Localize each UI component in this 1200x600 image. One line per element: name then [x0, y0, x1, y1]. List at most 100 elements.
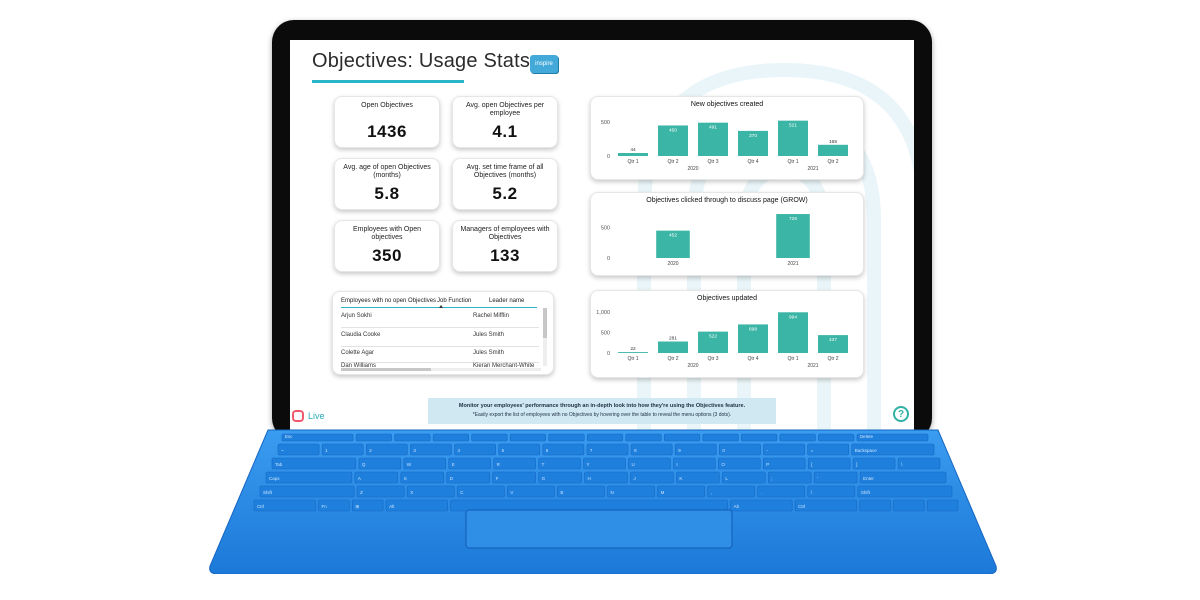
keyboard-key[interactable] [358, 457, 402, 470]
keyboard-key[interactable] [498, 443, 541, 456]
keyboard-key[interactable] [400, 471, 445, 484]
keyboard-key[interactable] [265, 471, 353, 484]
keyboard-key[interactable] [762, 457, 806, 470]
keyboard-key[interactable] [432, 433, 469, 442]
keyboard-key[interactable] [352, 499, 384, 512]
keyboard-key[interactable] [730, 499, 793, 512]
keyboard-key[interactable] [557, 485, 605, 498]
keyboard-key[interactable] [722, 471, 766, 484]
keyboard-key[interactable] [807, 485, 856, 498]
horizontal-scrollbar[interactable] [341, 368, 541, 371]
keyboard-key[interactable] [450, 499, 728, 512]
keyboard-key[interactable] [673, 457, 716, 470]
keyboard-key[interactable] [779, 433, 816, 442]
keyboard-key[interactable] [493, 457, 536, 470]
keyboard-key[interactable] [385, 499, 448, 512]
keyboard-key[interactable] [757, 485, 806, 498]
table-header-employee[interactable]: Employees with no open Objectives [341, 298, 437, 304]
keyboard-key[interactable] [583, 457, 626, 470]
keyboard-key[interactable] [852, 457, 896, 470]
keyboard-key[interactable] [410, 443, 452, 456]
employees-table[interactable]: Employees with no open Objectives Job Fu… [332, 291, 554, 375]
scrollbar-thumb[interactable] [543, 308, 547, 338]
help-icon[interactable]: ? [893, 406, 909, 422]
keyboard-key[interactable] [857, 485, 953, 498]
keyboard-key[interactable] [628, 457, 671, 470]
keyboard-key[interactable] [365, 443, 408, 456]
scrollbar-thumb[interactable] [341, 368, 431, 371]
keyboard-key[interactable] [763, 443, 805, 456]
kpi-open-objectives[interactable]: Open Objectives 1436 [334, 96, 440, 148]
keyboard-key[interactable] [818, 433, 855, 442]
keyboard-key[interactable] [259, 485, 355, 498]
keyboard-key[interactable] [663, 433, 701, 442]
keyboard-key[interactable] [394, 433, 431, 442]
keyboard-key[interactable] [321, 443, 364, 456]
live-logo-icon[interactable] [292, 410, 304, 422]
keyboard-key[interactable] [271, 457, 357, 470]
keyboard-key[interactable] [718, 457, 761, 470]
chart-new-objectives[interactable]: New objectives created 0 500 44 Qtr 1 450 Qtr… [590, 96, 864, 180]
keyboard-key[interactable] [586, 443, 629, 456]
keyboard-key[interactable] [926, 499, 959, 512]
keyboard-key[interactable] [277, 443, 320, 456]
keyboard-key[interactable] [859, 471, 947, 484]
keyboard-key[interactable] [719, 443, 761, 456]
kpi-managers[interactable]: Managers of employees with Objectives 13… [452, 220, 558, 272]
keyboard-key[interactable] [355, 433, 392, 442]
kpi-avg-open-per-employee[interactable]: Avg. open Objectives per employee 4.1 [452, 96, 558, 148]
keyboard-key[interactable] [676, 471, 720, 484]
touchpad[interactable] [465, 509, 733, 549]
kpi-avg-age[interactable]: Avg. age of open Objectives (months) 5.8 [334, 158, 440, 210]
chart-grow-clicks[interactable]: Objectives clicked through to discuss pa… [590, 192, 864, 276]
keyboard-key[interactable] [630, 443, 673, 456]
keyboard-key[interactable] [548, 433, 585, 442]
kpi-employees-open[interactable]: Employees with Open objectives 350 [334, 220, 440, 272]
keyboard-key[interactable] [794, 499, 857, 512]
keyboard-key[interactable] [281, 433, 354, 442]
keyboard-key[interactable] [538, 471, 582, 484]
keyboard-key[interactable] [657, 485, 705, 498]
keyboard-key[interactable] [893, 499, 925, 512]
keyboard-key[interactable] [403, 457, 447, 470]
sort-arrow-icon[interactable] [439, 305, 443, 308]
live-label[interactable]: Live [308, 411, 325, 421]
keyboard-key[interactable] [538, 457, 581, 470]
keyboard-key[interactable] [897, 457, 941, 470]
keyboard-key[interactable] [702, 433, 739, 442]
keyboard-key[interactable] [356, 485, 405, 498]
keyboard-key[interactable] [674, 443, 717, 456]
keyboard-key[interactable] [856, 433, 929, 442]
keyboard-key[interactable] [741, 433, 778, 442]
keyboard-key[interactable] [454, 443, 496, 456]
keyboard-key[interactable] [707, 485, 756, 498]
keyboard-key[interactable] [354, 471, 399, 484]
kpi-avg-time-frame[interactable]: Avg. set time frame of all Objectives (m… [452, 158, 558, 210]
keyboard-key[interactable] [448, 457, 491, 470]
keyboard-key[interactable] [813, 471, 858, 484]
keyboard-key[interactable] [807, 443, 850, 456]
keyboard-key[interactable] [767, 471, 812, 484]
keyboard-key[interactable] [542, 443, 585, 456]
keyboard-key[interactable] [859, 499, 891, 512]
table-header-job-function[interactable]: Job Function [437, 298, 472, 304]
keyboard-key[interactable] [318, 499, 350, 512]
keyboard-key[interactable] [406, 485, 455, 498]
table-header-leader[interactable]: Leader name [489, 298, 525, 304]
keyboard-key[interactable] [507, 485, 555, 498]
keyboard-key[interactable] [625, 433, 662, 442]
keyboard-key[interactable] [607, 485, 655, 498]
keyboard-key[interactable] [509, 433, 547, 442]
keyboard-key[interactable] [584, 471, 628, 484]
keyboard-key[interactable] [807, 457, 851, 470]
keyboard-key[interactable] [630, 471, 674, 484]
keyboard-key[interactable] [471, 433, 508, 442]
keyboard-key[interactable] [446, 471, 490, 484]
keyboard-key[interactable] [456, 485, 505, 498]
keyboard-key[interactable] [253, 499, 316, 512]
keyboard-key[interactable] [851, 443, 935, 456]
keyboard-key[interactable] [586, 433, 624, 442]
keyboard-key[interactable] [492, 471, 536, 484]
vertical-scrollbar[interactable] [543, 308, 547, 366]
chart-objectives-updated[interactable]: Objectives updated 0 500 1,000 22 Qtr 1 281 Qt… [590, 290, 864, 378]
